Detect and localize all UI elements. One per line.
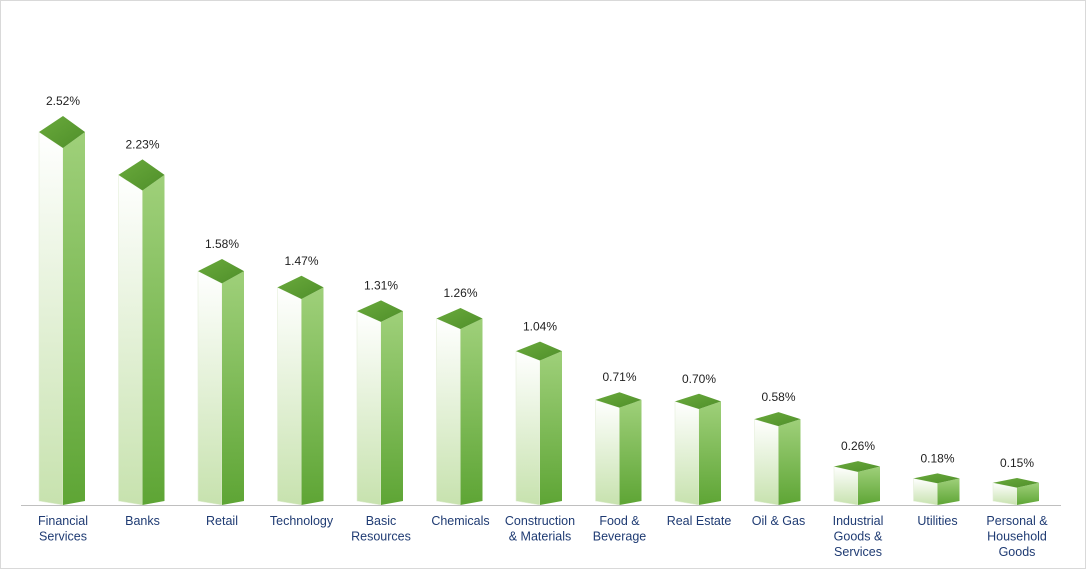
bar-front-face xyxy=(356,310,382,506)
data-label: 2.52% xyxy=(46,94,80,108)
category-label: Industrial Goods & Services xyxy=(833,514,884,559)
bar xyxy=(197,258,244,506)
bar-top-face xyxy=(754,412,801,427)
category-label: Personal & Household Goods xyxy=(986,514,1048,559)
bar-top-face xyxy=(277,275,324,300)
category-label: Banks xyxy=(125,514,160,528)
data-label: 1.04% xyxy=(523,320,557,334)
bar xyxy=(356,300,403,506)
bar-side-face xyxy=(699,401,721,505)
bar xyxy=(436,307,483,506)
bar xyxy=(754,412,801,506)
bar xyxy=(515,341,562,506)
category-label: Food & Beverage xyxy=(593,514,647,544)
bar-top-face xyxy=(198,258,244,284)
bar-top-face xyxy=(357,300,403,322)
category-label: Technology xyxy=(270,514,334,528)
data-label: 0.70% xyxy=(682,372,716,386)
bar-side-face xyxy=(301,287,324,505)
bar-front-face xyxy=(38,131,64,506)
bar-top-face xyxy=(436,307,483,330)
bar xyxy=(595,392,642,506)
bar-top-face xyxy=(675,393,721,410)
bar-top-face xyxy=(834,461,880,472)
bar xyxy=(38,116,85,506)
bar-side-face xyxy=(540,351,562,505)
data-label: 0.18% xyxy=(920,451,954,465)
category-label: Retail xyxy=(206,514,238,528)
data-label: 1.58% xyxy=(205,237,239,251)
category-label: Financial Services xyxy=(38,514,88,544)
bar-front-face xyxy=(515,350,541,506)
bar-side-face xyxy=(63,132,85,505)
bar xyxy=(913,473,960,506)
bar-front-face xyxy=(674,400,700,506)
data-label: 1.47% xyxy=(284,254,318,268)
bar-top-face xyxy=(118,159,165,191)
data-label: 2.23% xyxy=(125,137,159,151)
bar xyxy=(277,275,324,506)
bar xyxy=(833,461,880,506)
category-label: Construction & Materials xyxy=(505,514,575,544)
bar-top-face xyxy=(913,473,960,484)
data-label: 1.31% xyxy=(364,278,398,292)
bar xyxy=(118,159,165,506)
bar-front-face xyxy=(118,174,143,506)
bar-side-face xyxy=(222,271,244,505)
bar-front-face xyxy=(833,466,859,506)
bar-front-face xyxy=(277,286,302,506)
category-labels-layer: Financial Services Banks Retail Technology Ba… xyxy=(38,514,1048,559)
bar xyxy=(992,478,1039,506)
bar-front-face xyxy=(436,318,461,506)
data-label: 0.58% xyxy=(761,390,795,404)
data-label: 0.15% xyxy=(1000,456,1034,470)
data-label: 1.26% xyxy=(443,286,477,300)
bar-top-face xyxy=(595,392,642,408)
bar-front-face xyxy=(197,270,223,506)
category-label: Basic Resources xyxy=(351,514,411,544)
bar-top-face xyxy=(993,478,1039,488)
bar-side-face xyxy=(619,399,642,505)
bar-front-face xyxy=(595,399,620,506)
bar-side-face xyxy=(142,174,165,505)
category-label: Chemicals xyxy=(431,514,489,528)
bar-side-face xyxy=(937,478,960,505)
bar-side-face xyxy=(381,311,403,505)
bars-layer xyxy=(38,116,1039,506)
category-label: Utilities xyxy=(917,514,957,528)
bar-side-face xyxy=(460,318,483,505)
data-label: 0.26% xyxy=(841,439,875,453)
bar-side-face xyxy=(778,419,801,505)
category-label: Real Estate xyxy=(667,514,732,528)
bar-top-face xyxy=(516,341,562,361)
bar-front-face xyxy=(754,418,779,506)
value-labels-layer: 2.52% 2.23% 1.58% 1.47% 1.31% 1.26% 1.04% 0.71%… xyxy=(46,94,1034,470)
bar-side-face xyxy=(858,466,880,505)
bar-side-face xyxy=(1017,482,1039,505)
bar-top-face xyxy=(39,116,85,148)
bar xyxy=(674,393,721,506)
data-label: 0.71% xyxy=(602,370,636,384)
category-label: Oil & Gas xyxy=(752,514,806,528)
